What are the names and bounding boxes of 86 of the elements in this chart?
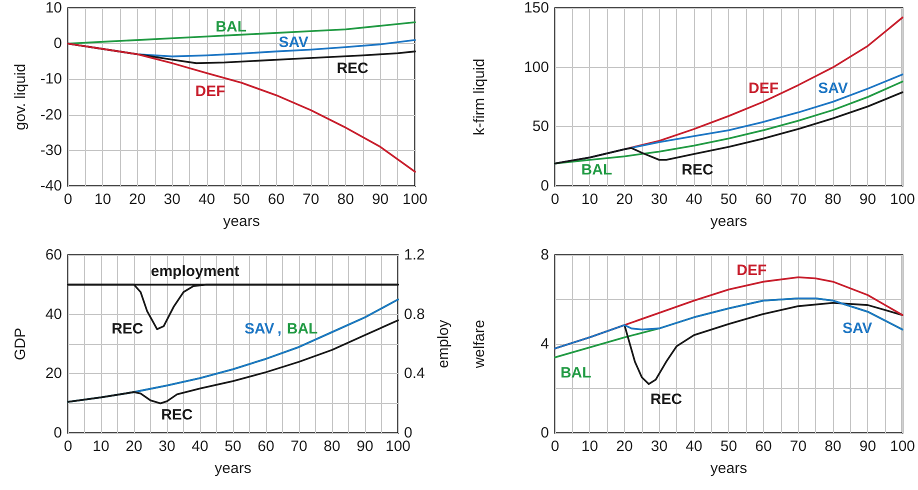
x-tick-label: 90 xyxy=(859,191,876,208)
x-tick-label: 90 xyxy=(859,438,876,455)
x-tick-label: 70 xyxy=(302,191,320,208)
x-tick-label: 40 xyxy=(192,438,208,455)
series-label: REC xyxy=(650,391,682,408)
y-tick-label: -10 xyxy=(40,70,62,88)
y-tick-label: 0 xyxy=(540,424,549,442)
x-axis-title: years xyxy=(710,460,748,477)
series-label: SAV xyxy=(278,34,308,52)
x-tick-label: 100 xyxy=(402,191,428,208)
series-label: DEF xyxy=(748,80,778,98)
x-tick-label: 90 xyxy=(372,191,389,208)
x-tick-label: 40 xyxy=(686,191,702,208)
annotation: , xyxy=(277,320,282,338)
x-tick-label: 70 xyxy=(790,438,807,455)
y-axis-title: k-firm liquid xyxy=(471,58,488,136)
series-label: BAL xyxy=(216,18,247,36)
series-label: DEF xyxy=(736,262,767,280)
y-tick-label: 40 xyxy=(45,306,62,323)
series-label: BAL xyxy=(560,364,592,382)
series-label: REC xyxy=(682,161,714,178)
x-tick-label: 90 xyxy=(356,438,374,455)
y-tick-label: 0 xyxy=(54,35,62,52)
series-label: SAV xyxy=(842,320,872,337)
y-tick-label: 10 xyxy=(45,0,62,16)
y2-tick-label: 0.8 xyxy=(404,306,425,323)
series-label: SAV xyxy=(818,80,848,98)
x-tick-label: 20 xyxy=(616,191,633,208)
series-label: BAL xyxy=(581,161,612,178)
x-tick-label: 50 xyxy=(720,438,738,455)
series-label: REC xyxy=(161,406,193,424)
series-label: SAV xyxy=(244,320,274,338)
series-label: REC xyxy=(112,320,144,338)
x-tick-label: 50 xyxy=(224,438,242,455)
x-tick-label: 70 xyxy=(790,191,807,208)
y-tick-label: 8 xyxy=(540,246,549,264)
x-tick-label: 80 xyxy=(324,438,340,455)
x-tick-label: 50 xyxy=(720,191,738,208)
series-label: employment xyxy=(150,262,240,280)
y-tick-label: -20 xyxy=(40,106,62,124)
y-tick-label: -40 xyxy=(40,178,62,194)
x-tick-label: 20 xyxy=(129,191,146,208)
y-tick-label: 60 xyxy=(45,246,62,264)
y-tick-label: 100 xyxy=(524,58,549,76)
x-tick-label: 60 xyxy=(755,191,772,208)
x-tick-label: 20 xyxy=(126,438,142,455)
y-tick-label: 50 xyxy=(532,118,549,136)
x-axis-title: years xyxy=(214,460,252,477)
series-label: REC xyxy=(336,60,369,78)
x-tick-label: 80 xyxy=(337,191,354,208)
x-tick-label: 30 xyxy=(650,438,668,455)
series-label: DEF xyxy=(195,83,226,100)
x-axis-title: years xyxy=(710,213,748,230)
y-tick-label: 4 xyxy=(540,336,549,352)
y-tick-label: 0 xyxy=(540,178,549,194)
y2-tick-label: 1.2 xyxy=(404,246,425,264)
x-tick-label: 80 xyxy=(824,438,842,455)
y-axis-title: gov. liquid xyxy=(12,64,29,130)
x-tick-label: 10 xyxy=(92,438,110,455)
x-tick-label: 10 xyxy=(581,191,598,208)
y-tick-label: 20 xyxy=(45,365,62,382)
y-tick-label: -30 xyxy=(40,142,62,159)
x-tick-label: 10 xyxy=(94,191,112,208)
y-tick-label: 0 xyxy=(54,424,62,442)
x-tick-label: 70 xyxy=(290,438,308,455)
x-tick-label: 80 xyxy=(824,191,842,208)
y-tick-label: 150 xyxy=(524,0,549,16)
x-tick-label: 50 xyxy=(233,191,250,208)
x-axis-title: years xyxy=(223,213,260,230)
x-tick-label: 40 xyxy=(198,191,216,208)
x-tick-label: 100 xyxy=(890,191,915,208)
series-label: BAL xyxy=(286,320,318,338)
y2-tick-label: 0.4 xyxy=(404,365,425,382)
x-tick-label: 30 xyxy=(158,438,176,455)
x-tick-label: 10 xyxy=(581,438,598,455)
x-tick-label: 60 xyxy=(755,438,772,455)
y-axis-title: GDP xyxy=(12,328,29,360)
x-tick-label: 60 xyxy=(268,191,285,208)
x-tick-label: 60 xyxy=(258,438,274,455)
x-tick-label: 20 xyxy=(616,438,633,455)
x-tick-label: 30 xyxy=(650,191,668,208)
y2-axis-title: employ xyxy=(435,319,452,368)
x-tick-label: 30 xyxy=(164,191,180,208)
x-tick-label: 40 xyxy=(686,438,702,455)
y-axis-title: welfare xyxy=(471,320,488,370)
x-tick-label: 100 xyxy=(890,438,915,455)
